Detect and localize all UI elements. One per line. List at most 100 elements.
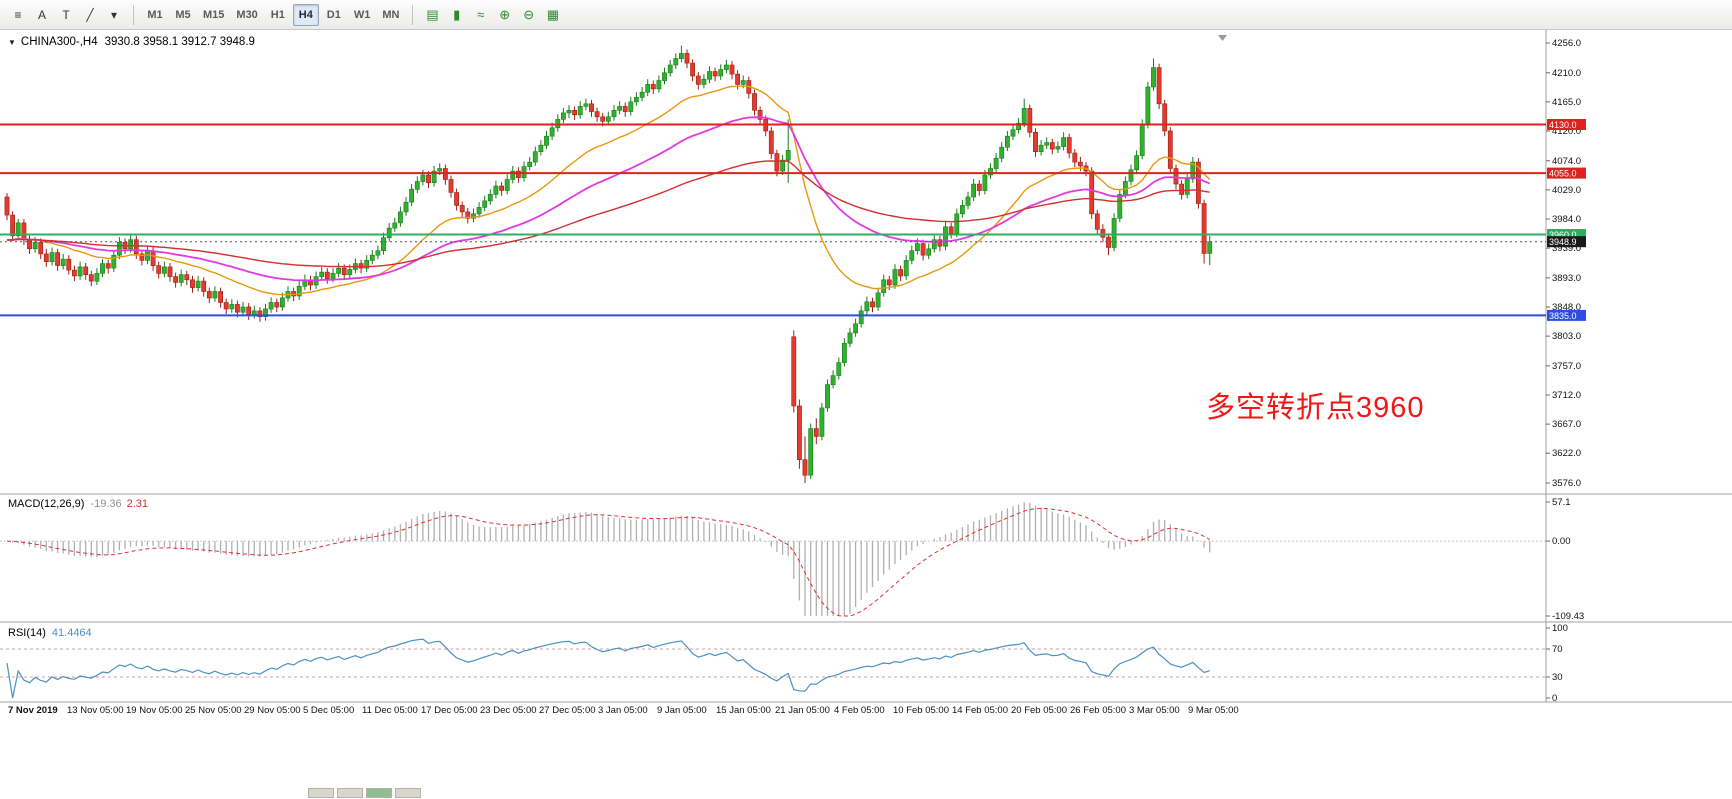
bar-chart-icon[interactable]: ▤ bbox=[421, 4, 443, 26]
timeframe-m5[interactable]: M5 bbox=[170, 4, 196, 26]
svg-text:4074.0: 4074.0 bbox=[1552, 156, 1581, 167]
svg-text:5 Dec 05:00: 5 Dec 05:00 bbox=[303, 705, 354, 716]
symbol-dropdown-icon[interactable]: ▼ bbox=[8, 38, 16, 47]
ma-line-mid-magenta bbox=[6, 116, 1211, 282]
chart-canvas[interactable]: 4256.0 4210.0 4165.0 4120.0 4074.0 4029.0 3984… bbox=[0, 30, 1732, 718]
svg-text:20 Feb 05:00: 20 Feb 05:00 bbox=[1011, 705, 1067, 716]
bottom-tab-strip bbox=[308, 787, 424, 798]
taskbar-tab[interactable] bbox=[395, 788, 421, 798]
svg-text:23 Dec 05:00: 23 Dec 05:00 bbox=[480, 705, 537, 716]
svg-text:3576.0: 3576.0 bbox=[1552, 478, 1581, 489]
svg-text:9 Jan 05:00: 9 Jan 05:00 bbox=[657, 705, 707, 716]
timeframe-w1[interactable]: W1 bbox=[349, 4, 376, 26]
toolbar: ≡ A T ╱ ▾ M1 M5 M15 M30 H1 H4 D1 W1 MN ▤ ▮ ≈ ⊕ ⊖ ▦ bbox=[0, 0, 1732, 30]
svg-text:15 Jan 05:00: 15 Jan 05:00 bbox=[716, 705, 771, 716]
svg-text:3803.0: 3803.0 bbox=[1552, 331, 1581, 342]
svg-text:21 Jan 05:00: 21 Jan 05:00 bbox=[775, 705, 830, 716]
toolbar-left-tools: ≡ A T ╱ ▾ bbox=[6, 4, 126, 26]
svg-text:3712.0: 3712.0 bbox=[1552, 390, 1581, 401]
chart-menu-icon[interactable]: ≡ bbox=[7, 4, 29, 26]
svg-text:17 Dec 05:00: 17 Dec 05:00 bbox=[421, 705, 478, 716]
timeframe-h4[interactable]: H4 bbox=[292, 3, 319, 26]
svg-text:10 Feb 05:00: 10 Feb 05:00 bbox=[893, 705, 949, 716]
svg-text:30: 30 bbox=[1552, 672, 1563, 683]
svg-text:3848.0: 3848.0 bbox=[1552, 302, 1581, 313]
taskbar-tab[interactable] bbox=[366, 788, 392, 798]
taskbar-tab[interactable] bbox=[308, 788, 334, 798]
toolbar-chart-tools: ▤ ▮ ≈ ⊕ ⊖ ▦ bbox=[420, 4, 565, 26]
svg-text:70: 70 bbox=[1552, 644, 1563, 655]
panel-frame bbox=[0, 30, 1732, 703]
price-axis[interactable]: 4256.0 4210.0 4165.0 4120.0 4074.0 4029.0 3984… bbox=[1546, 38, 1586, 489]
svg-text:4120.0: 4120.0 bbox=[1552, 126, 1581, 137]
svg-text:100: 100 bbox=[1552, 623, 1568, 634]
timeframe-d1[interactable]: D1 bbox=[321, 4, 347, 26]
annotation-text[interactable]: 多空转折点3960 bbox=[1206, 392, 1425, 424]
grid-icon[interactable]: ▦ bbox=[542, 4, 564, 26]
zoom-in-icon[interactable]: ⊕ bbox=[494, 4, 516, 26]
macd-panel: 57.1 0.00 -109.43 bbox=[0, 497, 1584, 622]
svg-text:13 Nov 05:00: 13 Nov 05:00 bbox=[67, 705, 124, 716]
ma-line-fast-orange bbox=[6, 85, 1211, 296]
svg-text:4130.0: 4130.0 bbox=[1549, 120, 1577, 130]
macd-name: MACD(12,26,9) bbox=[8, 498, 85, 510]
svg-text:26 Feb 05:00: 26 Feb 05:00 bbox=[1070, 705, 1126, 716]
svg-text:3835.0: 3835.0 bbox=[1549, 311, 1577, 321]
chart-window: 4256.0 4210.0 4165.0 4120.0 4074.0 4029.0 3984… bbox=[0, 30, 1732, 799]
chart-title: ▼ CHINA300-,H4 3930.8 3958.1 3912.7 3948.9 bbox=[8, 36, 255, 48]
timeframe-m1[interactable]: M1 bbox=[142, 4, 168, 26]
toolbar-timeframes: M1 M5 M15 M30 H1 H4 D1 W1 MN bbox=[141, 3, 405, 26]
candlestick-chart-icon[interactable]: ▮ bbox=[446, 4, 468, 26]
svg-text:9 Mar 05:00: 9 Mar 05:00 bbox=[1188, 705, 1239, 716]
horizontal-lines bbox=[0, 123, 1546, 317]
macd-signal-line bbox=[6, 507, 1210, 617]
svg-text:4256.0: 4256.0 bbox=[1552, 38, 1581, 49]
rsi-name: RSI(14) bbox=[8, 627, 46, 639]
svg-text:3960.0: 3960.0 bbox=[1549, 230, 1577, 240]
time-axis[interactable]: 7 Nov 2019 13 Nov 05:00 19 Nov 05:00 25 Nov… bbox=[8, 705, 1239, 716]
svg-text:3984.0: 3984.0 bbox=[1552, 214, 1581, 225]
svg-text:3939.0: 3939.0 bbox=[1552, 243, 1581, 254]
svg-text:4055.0: 4055.0 bbox=[1549, 169, 1577, 179]
svg-text:4029.0: 4029.0 bbox=[1552, 185, 1581, 196]
svg-text:7 Nov 2019: 7 Nov 2019 bbox=[8, 705, 58, 716]
svg-text:57.1: 57.1 bbox=[1552, 497, 1571, 508]
chart-shift-marker[interactable] bbox=[1218, 35, 1227, 41]
toolbar-separator bbox=[412, 4, 414, 25]
cursor-tool-icon[interactable]: A bbox=[31, 4, 53, 26]
taskbar-tab[interactable] bbox=[337, 788, 363, 798]
svg-text:19 Nov 05:00: 19 Nov 05:00 bbox=[126, 705, 183, 716]
svg-text:4 Feb 05:00: 4 Feb 05:00 bbox=[834, 705, 885, 716]
svg-text:3893.0: 3893.0 bbox=[1552, 273, 1581, 284]
rsi-panel: 100 70 30 0 bbox=[0, 623, 1568, 704]
svg-text:3622.0: 3622.0 bbox=[1552, 448, 1581, 459]
toolbar-separator bbox=[133, 4, 134, 25]
macd-signal-value: 2.31 bbox=[126, 498, 149, 510]
svg-text:29 Nov 05:00: 29 Nov 05:00 bbox=[244, 705, 301, 716]
line-chart-icon[interactable]: ≈ bbox=[470, 4, 492, 26]
rsi-line bbox=[6, 638, 1210, 699]
svg-text:3 Jan 05:00: 3 Jan 05:00 bbox=[598, 705, 648, 716]
svg-text:4165.0: 4165.0 bbox=[1552, 97, 1581, 108]
svg-text:3757.0: 3757.0 bbox=[1552, 361, 1581, 372]
trendline-tool-icon[interactable]: ╱ bbox=[79, 4, 101, 26]
chart-symbol-period: CHINA300-,H4 bbox=[20, 36, 98, 48]
svg-text:27 Dec 05:00: 27 Dec 05:00 bbox=[539, 705, 596, 716]
svg-text:25 Nov 05:00: 25 Nov 05:00 bbox=[185, 705, 242, 716]
timeframe-h1[interactable]: H1 bbox=[265, 4, 291, 26]
timeframe-m15[interactable]: M15 bbox=[198, 4, 229, 26]
rsi-value: 41.4464 bbox=[51, 627, 92, 639]
timeframe-m30[interactable]: M30 bbox=[231, 4, 262, 26]
ma-line-slow-red bbox=[7, 160, 1210, 268]
macd-label: MACD(12,26,9) -19.36 2.31 bbox=[8, 498, 148, 510]
svg-text:11 Dec 05:00: 11 Dec 05:00 bbox=[362, 705, 418, 716]
macd-main-value: -19.36 bbox=[90, 498, 122, 510]
text-tool-icon[interactable]: T bbox=[55, 4, 77, 26]
zoom-out-icon[interactable]: ⊖ bbox=[518, 4, 540, 26]
timeframe-mn[interactable]: MN bbox=[377, 4, 404, 26]
drawing-dropdown-icon[interactable]: ▾ bbox=[103, 4, 125, 26]
svg-text:-109.43: -109.43 bbox=[1552, 611, 1584, 622]
svg-text:4210.0: 4210.0 bbox=[1552, 68, 1581, 79]
svg-text:0: 0 bbox=[1552, 693, 1557, 704]
rsi-label: RSI(14) 41.4464 bbox=[8, 627, 92, 639]
